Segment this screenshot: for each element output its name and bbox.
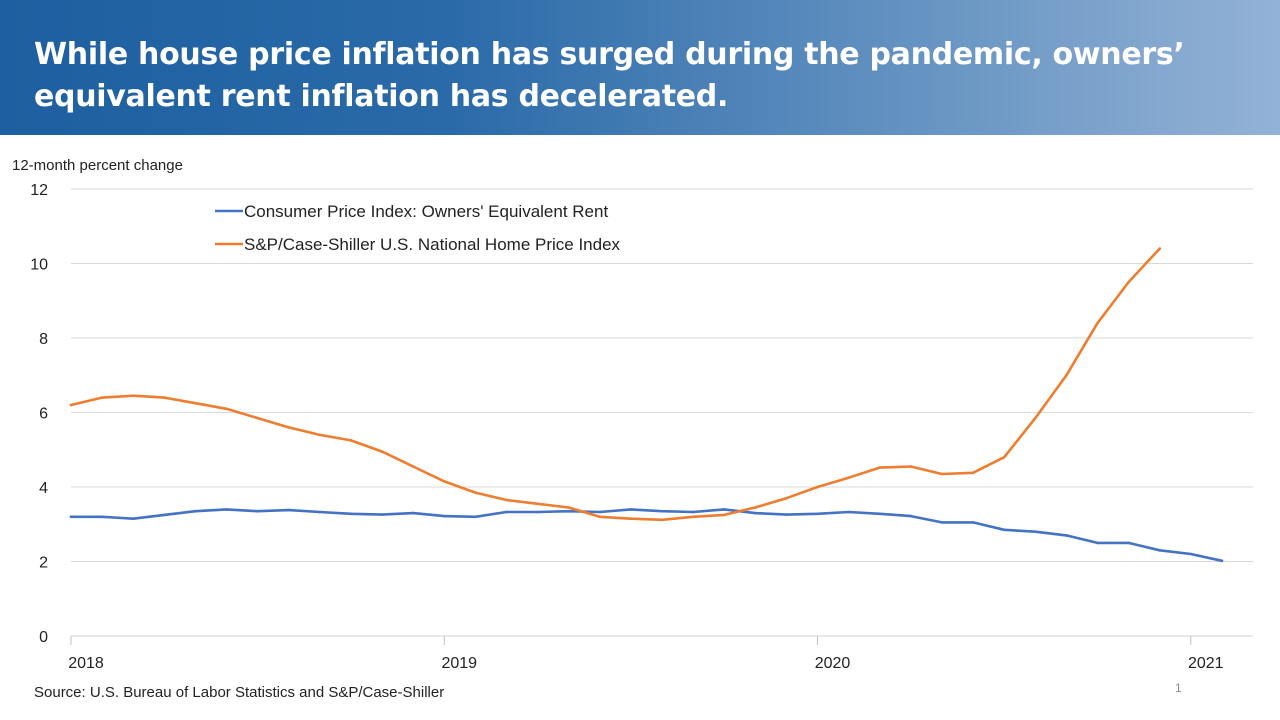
data-point-2 <box>1127 280 1130 284</box>
data-point-1 <box>287 508 291 512</box>
data-point-2 <box>940 472 944 476</box>
data-point-1 <box>194 509 197 513</box>
data-point-2 <box>1002 455 1006 459</box>
data-point-1 <box>225 508 228 511</box>
series-line-2 <box>69 247 1161 522</box>
data-point-1 <box>878 512 881 516</box>
x-tick-label: 2018 <box>68 655 104 672</box>
data-point-2 <box>816 485 819 489</box>
data-point-2 <box>380 450 384 453</box>
data-point-2 <box>411 465 415 468</box>
y-tick-label: 12 <box>30 182 48 199</box>
y-tick-label: 4 <box>39 480 48 497</box>
data-point-2 <box>847 476 850 480</box>
data-point-2 <box>598 515 602 519</box>
data-point-1 <box>380 513 384 516</box>
data-point-2 <box>256 416 259 420</box>
data-point-2 <box>225 407 228 411</box>
data-point-2 <box>287 426 291 429</box>
data-point-1 <box>411 511 415 515</box>
data-point-1 <box>816 512 819 516</box>
data-point-2 <box>909 465 913 468</box>
data-point-2 <box>629 517 633 520</box>
data-point-1 <box>567 509 570 513</box>
data-point-1 <box>474 515 477 519</box>
y-tick-label: 10 <box>30 257 48 274</box>
data-point-1 <box>505 510 508 514</box>
data-point-1 <box>754 511 757 515</box>
data-point-1 <box>1096 541 1099 545</box>
page-title: While house price inflation has surged d… <box>34 37 1185 114</box>
data-point-2 <box>443 480 446 483</box>
data-point-1 <box>1189 552 1193 556</box>
data-point-1 <box>598 510 602 514</box>
data-point-2 <box>567 506 570 509</box>
data-point-1 <box>1065 534 1068 537</box>
data-point-1 <box>536 510 539 514</box>
data-point-2 <box>1065 374 1068 377</box>
data-point-2 <box>878 466 881 469</box>
y-axis-label: 12-month percent change <box>12 157 183 174</box>
legend: Consumer Price Index: Owners' Equivalent… <box>215 202 621 254</box>
gridlines <box>71 188 1253 562</box>
data-point-1 <box>1220 559 1224 563</box>
data-point-1 <box>691 510 695 514</box>
data-point-2 <box>131 394 135 398</box>
data-point-1 <box>1034 530 1037 533</box>
series-lines <box>69 247 1224 563</box>
data-point-1 <box>163 513 166 517</box>
axes: 0 2 4 6 8 10 12 2018 2019 2020 2021 <box>30 182 1253 672</box>
data-point-2 <box>691 515 695 519</box>
data-point-2 <box>1034 416 1037 420</box>
data-point-1 <box>722 508 726 511</box>
series-line-1 <box>69 508 1224 563</box>
x-tick-label: 2021 <box>1188 655 1224 672</box>
data-point-1 <box>443 514 446 518</box>
legend-label-2: S&P/Case-Shiller U.S. National Home Pric… <box>244 235 621 254</box>
data-point-1 <box>1002 528 1006 532</box>
data-point-1 <box>909 514 913 518</box>
data-point-1 <box>785 513 788 516</box>
data-point-1 <box>318 510 322 514</box>
data-point-2 <box>318 433 322 437</box>
data-point-2 <box>1158 247 1161 250</box>
title-banner <box>0 0 1280 135</box>
data-point-2 <box>785 496 788 500</box>
data-point-2 <box>1096 321 1099 325</box>
data-point-2 <box>474 491 477 494</box>
data-point-2 <box>69 403 73 407</box>
data-point-2 <box>536 502 539 506</box>
data-point-2 <box>163 396 166 399</box>
slide-number: 1 <box>1175 681 1182 695</box>
data-point-2 <box>194 401 197 405</box>
data-point-1 <box>660 509 664 513</box>
data-point-1 <box>940 521 944 524</box>
data-point-1 <box>1158 549 1161 552</box>
data-point-1 <box>629 508 633 511</box>
source-note: Source: U.S. Bureau of Labor Statistics … <box>34 684 445 701</box>
data-point-2 <box>971 471 975 475</box>
data-point-1 <box>69 515 73 519</box>
data-point-2 <box>722 513 726 517</box>
data-point-2 <box>100 396 104 399</box>
data-point-1 <box>100 515 104 519</box>
data-point-1 <box>1127 541 1130 545</box>
y-tick-label: 0 <box>39 629 48 646</box>
legend-label-1: Consumer Price Index: Owners' Equivalent… <box>244 202 608 221</box>
x-tick-label: 2020 <box>815 655 851 672</box>
x-tick-label: 2019 <box>441 655 477 672</box>
data-point-1 <box>349 512 353 516</box>
data-point-2 <box>505 498 508 502</box>
data-point-1 <box>131 517 135 520</box>
data-point-2 <box>349 439 353 442</box>
data-point-2 <box>754 506 757 509</box>
data-point-1 <box>847 510 850 514</box>
data-point-2 <box>660 518 664 522</box>
y-tick-label: 8 <box>39 331 48 348</box>
data-point-1 <box>256 509 259 513</box>
y-tick-label: 2 <box>39 555 48 572</box>
y-tick-label: 6 <box>39 406 48 423</box>
data-point-1 <box>971 521 975 524</box>
